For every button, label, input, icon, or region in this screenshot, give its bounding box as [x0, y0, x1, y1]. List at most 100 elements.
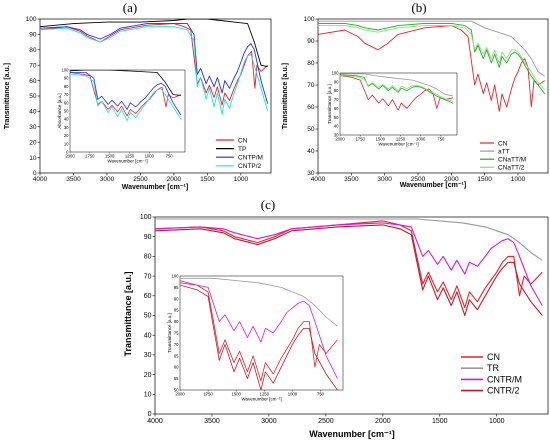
- inset-y-tick-label: 70: [64, 92, 69, 97]
- legend-label: CN: [238, 137, 248, 144]
- series-line-cnatt-2: [318, 25, 546, 90]
- legend-label: TP: [238, 146, 246, 153]
- inset-y-tick-label: 100: [332, 71, 340, 76]
- x-tick-label: 4000: [33, 176, 48, 183]
- inset-y-tick-label: 100: [172, 274, 180, 279]
- x-tick-label: 3000: [377, 176, 392, 183]
- inset-y-tick-label: 70: [174, 342, 179, 347]
- inset-series-line-cnatt-m: [340, 74, 454, 104]
- series-line-tp: [40, 19, 268, 68]
- plot-frame: [317, 18, 549, 174]
- inset-x-tick-label: 1500: [105, 154, 115, 159]
- x-tick-label: 1000: [234, 176, 249, 183]
- x-tick-label: 3000: [100, 176, 115, 183]
- series-group: [155, 218, 543, 317]
- series-line-att: [318, 20, 545, 77]
- x-tick-label: 4000: [147, 418, 163, 425]
- inset-y-tick-label: 90: [64, 76, 69, 81]
- chart-panel-3: (c) 4000 3500 3000 2500 2000 1500 1000 0 10 20 30 40…: [123, 197, 549, 439]
- inset-x-axis-label: Wavenumber [cm⁻¹]: [378, 142, 418, 147]
- legend-label: CNTP/2: [238, 163, 262, 170]
- x-tick-label: 3500: [66, 176, 81, 183]
- inset-y-tick-label: 100: [62, 68, 70, 73]
- x-tick-label: 1000: [489, 418, 505, 425]
- series-group: [318, 20, 546, 112]
- inset-series-group: [70, 70, 182, 122]
- inset-x-tick-label: 1250: [396, 137, 406, 142]
- x-tick-label: 3500: [204, 418, 220, 425]
- x-axis-label: Wavenumber [cm⁻¹]: [309, 429, 394, 439]
- inset-y-tick-label: 40: [64, 117, 69, 122]
- y-tick-label: 30: [29, 124, 37, 131]
- inset-y-tick-label: 40: [334, 124, 339, 129]
- series-line-cntp-m: [40, 23, 269, 104]
- y-tick-label: 0: [148, 411, 152, 418]
- inset-series-line-cntp-m: [70, 72, 182, 116]
- y-tick-label: 10: [144, 392, 152, 399]
- y-tick-label: 20: [144, 372, 152, 379]
- inset-y-tick-label: 30: [334, 133, 339, 138]
- y-tick-label: 80: [307, 60, 315, 67]
- panel-label: (c): [261, 197, 275, 212]
- x-tick-label: 2500: [411, 176, 426, 183]
- x-tick-label: 2000: [444, 176, 459, 183]
- y-axis-label: Transmittance [a.u.]: [282, 63, 289, 129]
- inset-series-line-att: [340, 73, 454, 97]
- inset-y-axis-label: Absorbance [a.u.]: [57, 93, 62, 128]
- series-line-cntp-2: [40, 26, 269, 115]
- y-tick-label: 10: [29, 155, 37, 162]
- inset-series-line-cn: [180, 280, 338, 382]
- inset-plot: 2000 1750 1500 1250 1000 750 30 40 50 60 70 80 90 100…: [327, 71, 458, 147]
- x-axis-label: Wavenumber [cm⁻¹]: [122, 184, 188, 191]
- x-tick-label: 2500: [133, 176, 148, 183]
- inset-y-tick-label: 50: [174, 388, 179, 393]
- inset-y-tick-label: 60: [174, 365, 179, 370]
- series-line-cnatt-m: [318, 22, 546, 95]
- inset-series-group: [340, 73, 454, 111]
- y-tick-label: 60: [29, 78, 37, 85]
- inset-y-tick-label: 0: [66, 150, 69, 155]
- y-tick-label: 50: [29, 93, 37, 100]
- inset-series-line-tr: [180, 277, 338, 327]
- legend-label: CNTR/2: [487, 386, 520, 396]
- x-tick-label: 2500: [318, 418, 334, 425]
- series-line-cntr-m: [155, 222, 543, 306]
- series-group: [40, 19, 269, 115]
- x-tick-label: 3000: [261, 418, 277, 425]
- inset-y-tick-label: 50: [64, 109, 69, 114]
- inset-y-tick-label: 20: [64, 133, 69, 138]
- x-tick-label: 1500: [200, 176, 215, 183]
- x-tick-label: 1000: [511, 176, 526, 183]
- y-axis-label: Transmittance [a.u.]: [4, 63, 11, 129]
- legend-label: CN: [498, 140, 508, 147]
- inset-x-tick-label: 750: [166, 154, 174, 159]
- inset-x-tick-label: 750: [437, 137, 445, 142]
- inset-x-tick-label: 1250: [260, 392, 270, 397]
- legend-label: CN: [487, 352, 500, 362]
- inset-frame: [69, 69, 186, 153]
- y-tick-label: 0: [33, 170, 37, 177]
- y-tick-label: 90: [144, 234, 152, 241]
- inset-y-tick-label: 70: [334, 97, 339, 102]
- y-tick-label: 80: [29, 47, 37, 54]
- legend-label: CNaTT/M: [498, 157, 526, 164]
- y-tick-label: 90: [307, 38, 315, 45]
- inset-frame: [339, 72, 458, 136]
- inset-x-tick-label: 2000: [335, 137, 345, 142]
- x-tick-label: 1500: [477, 176, 492, 183]
- y-tick-label: 70: [307, 82, 315, 89]
- y-tick-label: 60: [307, 104, 315, 111]
- inset-x-tick-label: 1000: [288, 392, 298, 397]
- y-tick-label: 50: [144, 313, 152, 320]
- y-tick-label: 40: [144, 332, 152, 339]
- legend-label: CNTP/M: [238, 155, 263, 162]
- inset-x-tick-label: 1750: [356, 137, 366, 142]
- x-tick-label: 3500: [344, 176, 359, 183]
- y-tick-label: 30: [307, 170, 315, 177]
- inset-x-tick-label: 750: [317, 392, 325, 397]
- x-tick-label: 4000: [311, 176, 326, 183]
- x-tick-label: 2000: [167, 176, 182, 183]
